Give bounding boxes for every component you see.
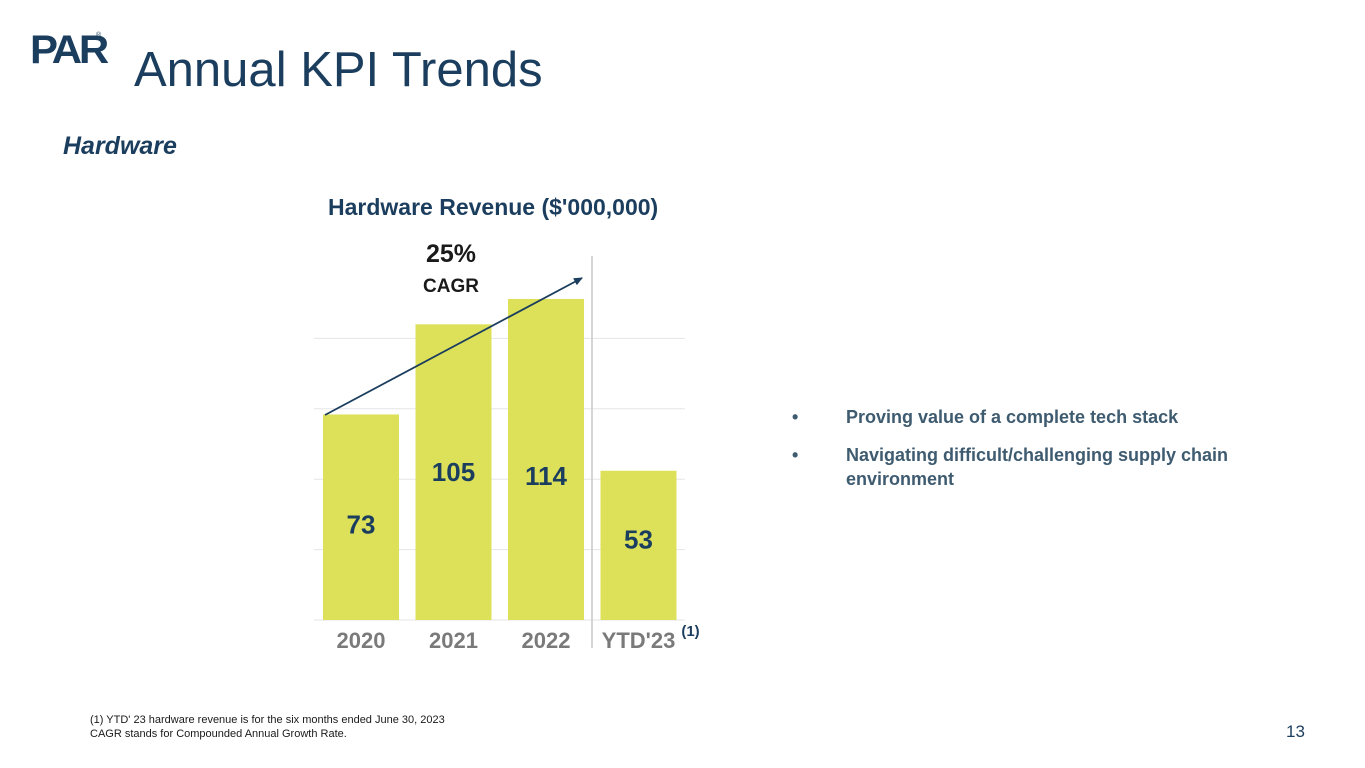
bar-value-label: 53 <box>624 524 653 554</box>
bullet-item: • Proving value of a complete tech stack <box>792 406 1312 429</box>
category-label: YTD'23 <box>602 628 676 653</box>
bar-2022 <box>508 298 584 620</box>
bar-value-label: 105 <box>432 457 475 487</box>
bar-2020 <box>323 414 399 620</box>
footnote-1: (1) YTD' 23 hardware revenue is for the … <box>90 714 445 726</box>
bullet-marker: • <box>792 407 799 427</box>
category-label: 2021 <box>429 628 478 653</box>
cagr-label: CAGR <box>423 276 479 297</box>
footnote-2: CAGR stands for Compounded Annual Growth… <box>90 728 347 741</box>
bar-2021 <box>415 324 492 620</box>
category-label: 2020 <box>337 628 386 653</box>
chart-bars <box>323 298 677 620</box>
section-title: Hardware <box>63 132 177 160</box>
footnote-marker: (1) <box>681 623 699 640</box>
chart-labels: 73 2020 105 2021 114 2022 53 YTD'23 (1) <box>337 457 700 653</box>
bar-ytd23 <box>600 470 677 620</box>
cagr-value: 25% <box>425 240 477 268</box>
bullet-item: • Navigating difficult/challenging suppl… <box>792 444 1312 491</box>
page-title: Annual KPI Trends <box>134 43 543 97</box>
category-label: 2022 <box>522 628 571 653</box>
page-number: 13 <box>1286 722 1305 741</box>
bullet-list: • Proving value of a complete tech stack… <box>792 406 1312 506</box>
bullet-marker: • <box>792 445 799 466</box>
par-logo: PAR <box>30 30 110 70</box>
bar-value-label: 73 <box>347 510 376 540</box>
registered-mark: ® <box>96 32 102 39</box>
cagr-arrow <box>324 277 583 416</box>
bullet-text: Navigating difficult/challenging supply … <box>846 445 1229 489</box>
bar-value-label: 114 <box>525 461 567 491</box>
bullet-text: Proving value of a complete tech stack <box>846 407 1179 427</box>
footnotes: (1) YTD' 23 hardware revenue is for the … <box>90 713 445 742</box>
par-logo-text: PAR <box>30 28 109 72</box>
chart-title: Hardware Revenue ($'000,000) <box>328 194 659 220</box>
